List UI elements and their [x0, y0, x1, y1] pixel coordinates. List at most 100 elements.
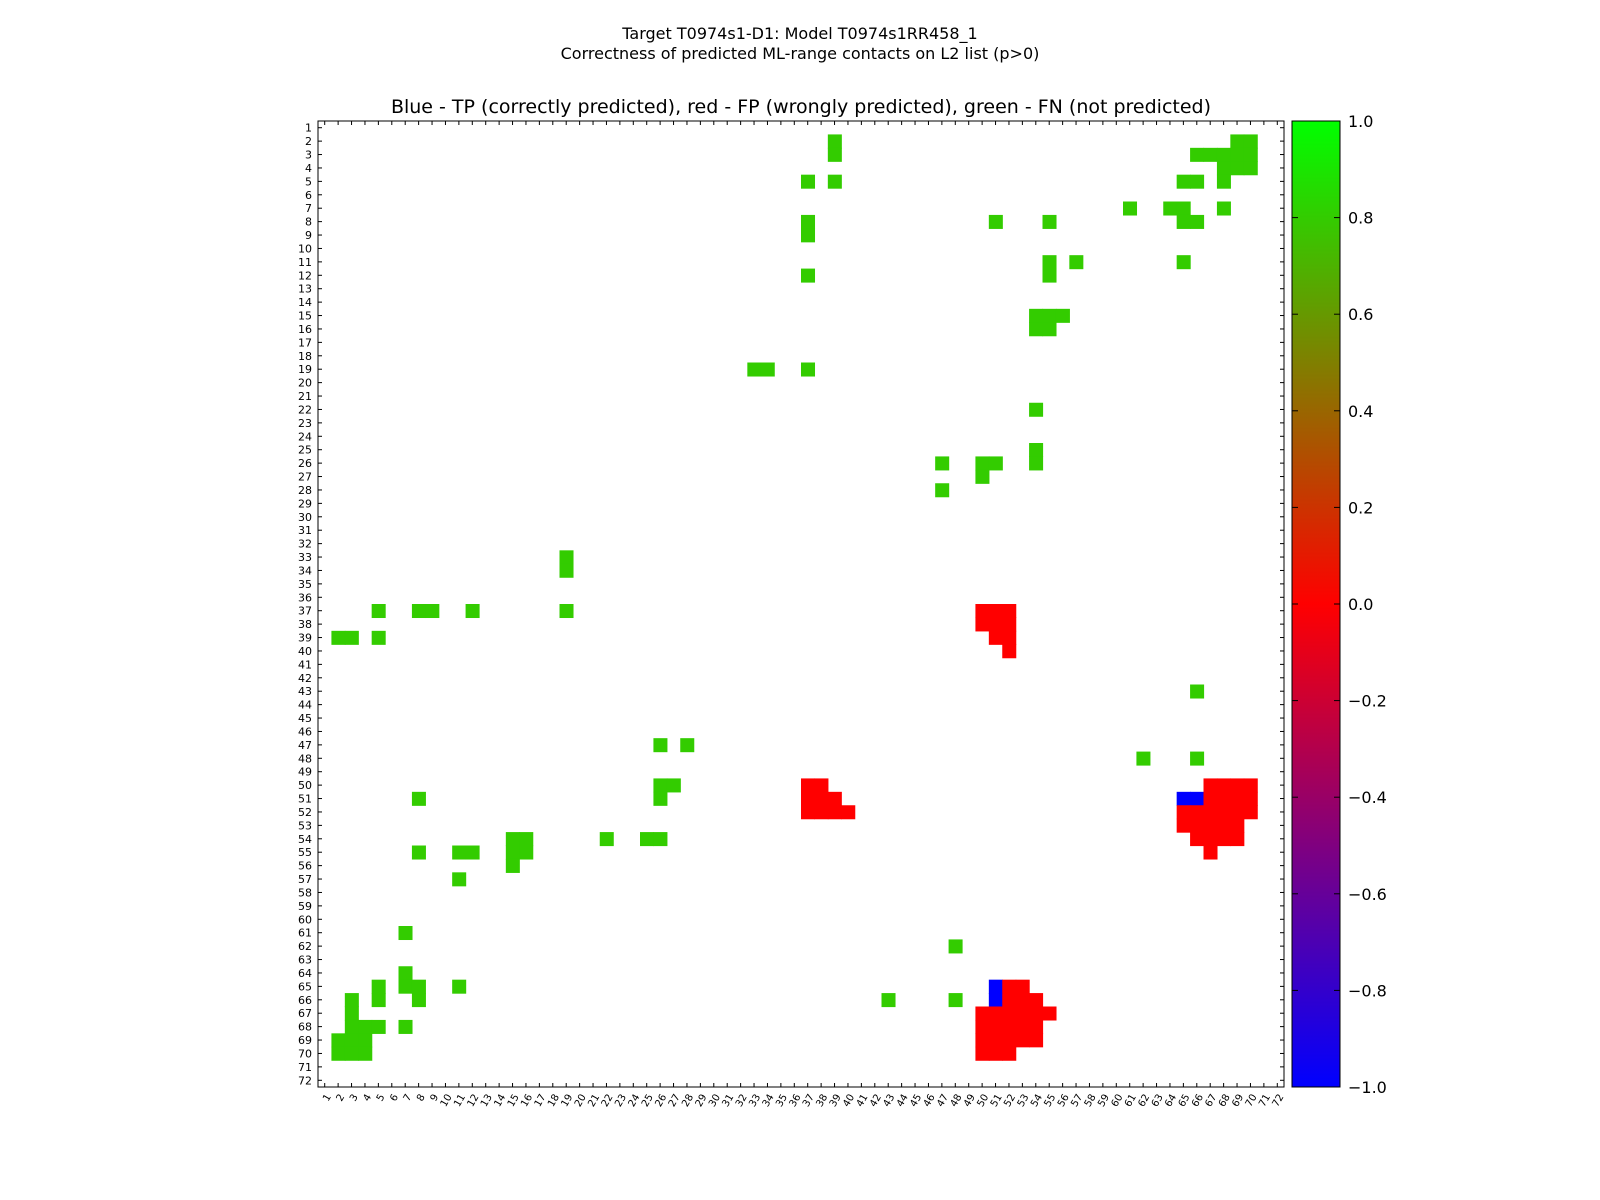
y-tick-label: 53: [298, 819, 312, 832]
x-tick-label: 3: [348, 1093, 361, 1104]
heatmap-cell: [801, 778, 816, 793]
y-tick-label: 69: [298, 1034, 312, 1047]
y-tick-label: 13: [298, 283, 312, 296]
x-tick-label: 23: [613, 1093, 629, 1110]
x-tick-label: 51: [989, 1093, 1005, 1110]
y-tick-label: 20: [298, 377, 312, 390]
heatmap-cell: [975, 456, 990, 471]
x-tick-label: 66: [1190, 1093, 1206, 1110]
heatmap-cell: [358, 1019, 373, 1034]
heatmap-cell: [640, 832, 655, 847]
y-tick-label: 55: [298, 846, 312, 859]
x-tick-label: 47: [935, 1093, 951, 1110]
heatmap-cell: [827, 791, 842, 806]
y-tick-label: 37: [298, 605, 312, 618]
heatmap-cell: [1029, 1019, 1044, 1034]
x-tick-label: 21: [586, 1093, 602, 1110]
heatmap-cell: [881, 993, 896, 1008]
heatmap-cell: [1216, 818, 1231, 833]
heatmap-cell: [465, 845, 480, 860]
y-tick-label: 46: [298, 725, 312, 738]
heatmap-cell: [344, 1033, 359, 1048]
heatmap-cell: [1190, 791, 1205, 806]
x-tick-label: 29: [694, 1093, 710, 1110]
heatmap-cell: [653, 738, 668, 753]
heatmap-cell: [331, 1033, 346, 1048]
y-tick-label: 5: [305, 175, 312, 188]
heatmap-cell: [1015, 993, 1030, 1008]
heatmap-cell: [1002, 1006, 1017, 1021]
y-tick-label: 8: [305, 216, 312, 229]
y-tick-label: 44: [298, 699, 312, 712]
heatmap-cell: [1002, 644, 1017, 659]
heatmap-cell: [975, 604, 990, 619]
heatmap-cell: [948, 993, 963, 1008]
heatmap-cell: [1190, 818, 1205, 833]
heatmap-cell: [1190, 751, 1205, 766]
heatmap-cell: [975, 1046, 990, 1061]
heatmap-cell: [1190, 805, 1205, 820]
y-tick-label: 63: [298, 954, 312, 967]
heatmap-cell: [1042, 308, 1057, 323]
heatmap-cell: [747, 362, 762, 377]
y-tick-label: 41: [298, 658, 312, 671]
x-tick-label: 57: [1069, 1093, 1085, 1110]
y-tick-label: 15: [298, 310, 312, 323]
heatmap-cell: [988, 630, 1003, 645]
x-tick-label: 17: [533, 1093, 549, 1110]
heatmap-cell: [559, 563, 574, 578]
y-tick-label: 19: [298, 363, 312, 376]
y-tick-label: 59: [298, 900, 312, 913]
y-tick-label: 31: [298, 524, 312, 537]
x-tick-label: 62: [1136, 1093, 1152, 1110]
heatmap-cell: [827, 174, 842, 189]
heatmap-cell: [1136, 751, 1151, 766]
heatmap-cell: [653, 791, 668, 806]
y-tick-label: 10: [298, 242, 312, 255]
x-tick-label: 59: [1096, 1093, 1112, 1110]
heatmap-cell: [1176, 174, 1191, 189]
heatmap-cell: [465, 604, 480, 619]
y-tick-label: 26: [298, 457, 312, 470]
heatmap-cell: [1176, 805, 1191, 820]
heatmap-cell: [1203, 805, 1218, 820]
heatmap-cell: [505, 858, 520, 873]
heatmap-cell: [452, 979, 467, 994]
x-tick-label: 33: [747, 1093, 763, 1110]
chart-suptitle-line1: Target T0974s1-D1: Model T0974s1RR458_1: [622, 24, 978, 43]
heatmap-cell: [1243, 805, 1258, 820]
y-tick-label: 18: [298, 350, 312, 363]
heatmap-cell: [1029, 322, 1044, 337]
y-tick-label: 1: [305, 122, 312, 135]
heatmap-cell: [1203, 778, 1218, 793]
heatmap-cell: [411, 979, 426, 994]
heatmap-cell: [1203, 791, 1218, 806]
heatmap-cell: [1002, 604, 1017, 619]
heatmap-cell: [1163, 201, 1178, 216]
x-tick-label: 68: [1217, 1093, 1233, 1110]
x-tick-label: 40: [841, 1093, 857, 1110]
y-tick-label: 62: [298, 940, 312, 953]
x-tick-label: 64: [1163, 1093, 1179, 1110]
heatmap-cell: [653, 832, 668, 847]
y-tick-label: 21: [298, 390, 312, 403]
x-tick-label: 70: [1244, 1093, 1260, 1110]
heatmap-cell: [1002, 1019, 1017, 1034]
x-tick-label: 54: [1029, 1093, 1045, 1110]
heatmap-cell: [1190, 214, 1205, 229]
heatmap-cell: [1042, 268, 1057, 283]
y-tick-label: 7: [305, 202, 312, 215]
heatmap-cell: [1230, 805, 1245, 820]
heatmap-cell: [1042, 214, 1057, 229]
colorbar: [1291, 120, 1341, 1088]
x-tick-label: 71: [1257, 1093, 1273, 1110]
heatmap-cell: [1216, 832, 1231, 847]
colorbar-tick-label: 0.6: [1348, 305, 1373, 324]
heatmap-cell: [344, 993, 359, 1008]
y-tick-label: 51: [298, 793, 312, 806]
y-tick-label: 52: [298, 806, 312, 819]
heatmap-cell: [1230, 778, 1245, 793]
heatmap-cell: [1029, 443, 1044, 458]
heatmap-cell: [371, 604, 386, 619]
